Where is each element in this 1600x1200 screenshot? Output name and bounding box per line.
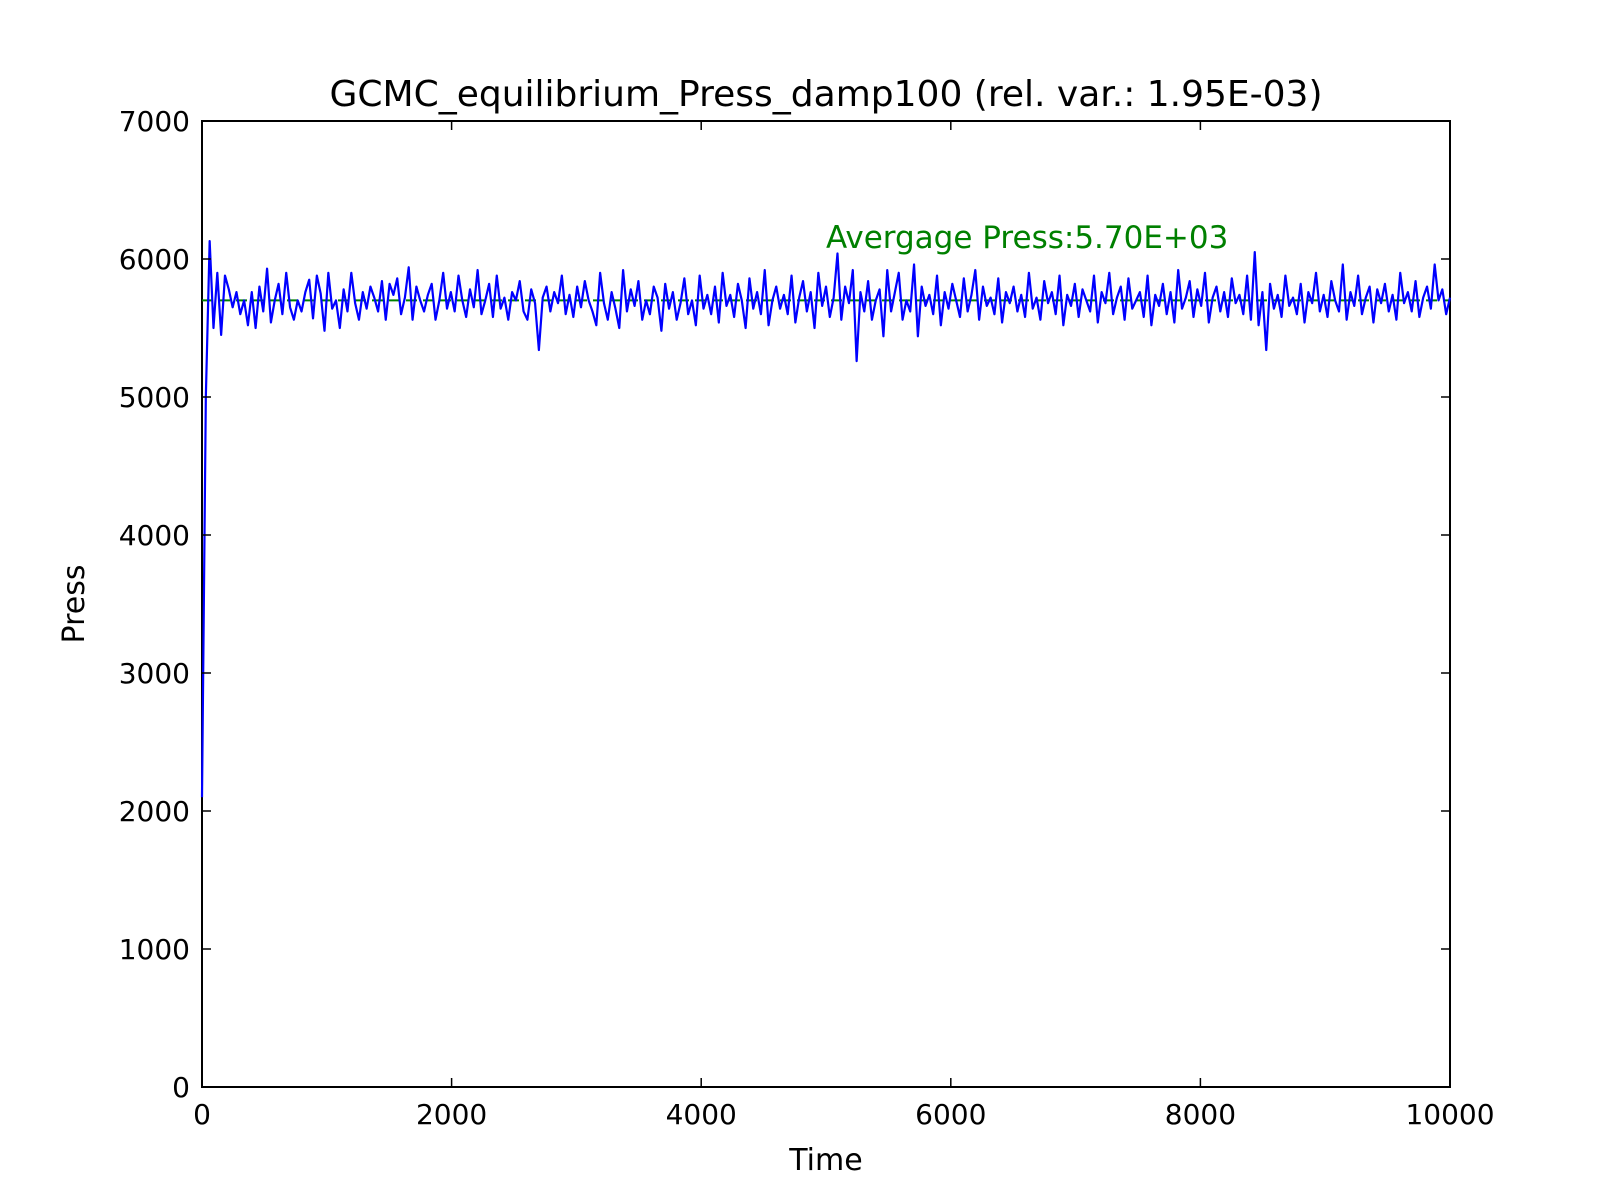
x-tick-labels: 0 2000 4000 6000 8000 10000: [193, 1098, 1494, 1131]
y-tick-label: 5000: [119, 381, 190, 414]
y-tick-label: 3000: [119, 657, 190, 690]
axis-ticks: [201, 120, 1451, 1088]
series-group: [200, 239, 1452, 798]
x-tick-label: 2000: [416, 1098, 487, 1131]
press-series-line: [200, 239, 1452, 798]
y-tick-label: 2000: [119, 795, 190, 828]
y-tick-label: 0: [172, 1071, 190, 1104]
y-tick-label: 7000: [119, 105, 190, 138]
y-axis-label: Press: [57, 565, 92, 644]
plot-area: [200, 120, 1452, 1088]
y-tick-label: 4000: [119, 519, 190, 552]
x-tick-label: 8000: [1165, 1098, 1236, 1131]
chart-title: GCMC_equilibrium_Press_damp100 (rel. var…: [329, 74, 1322, 115]
y-tick-label: 6000: [119, 243, 190, 276]
x-tick-label: 10000: [1405, 1098, 1494, 1131]
x-axis-label: Time: [788, 1143, 862, 1178]
plot-frame: [201, 120, 1451, 1088]
x-tick-label: 4000: [666, 1098, 737, 1131]
average-press-annotation: Avergage Press:5.70E+03: [826, 220, 1228, 256]
x-tick-label: 0: [193, 1098, 211, 1131]
y-tick-label: 1000: [119, 933, 190, 966]
x-tick-label: 6000: [915, 1098, 986, 1131]
y-tick-labels: 0 1000 2000 3000 4000 5000 6000 7000: [119, 105, 190, 1104]
